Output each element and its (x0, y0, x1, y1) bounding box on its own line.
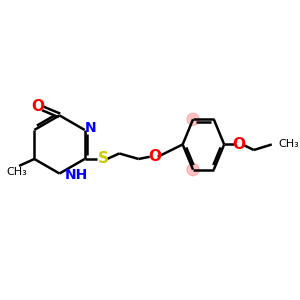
Text: O: O (148, 149, 161, 164)
Text: CH₃: CH₃ (279, 139, 299, 149)
Text: CH₃: CH₃ (7, 167, 27, 177)
Text: S: S (98, 152, 109, 166)
Circle shape (187, 113, 199, 125)
Text: NH: NH (65, 168, 88, 182)
Text: N: N (85, 121, 97, 135)
Circle shape (187, 164, 199, 176)
Text: O: O (232, 137, 246, 152)
Text: O: O (32, 99, 44, 114)
